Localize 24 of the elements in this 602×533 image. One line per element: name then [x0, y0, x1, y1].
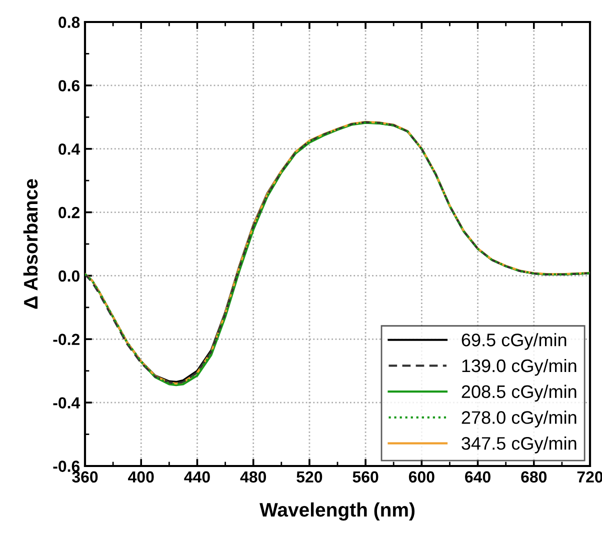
x-tick-label: 560	[352, 471, 378, 483]
x-tick-label: 400	[128, 471, 154, 483]
x-tick-label: 680	[521, 471, 547, 483]
x-axis-title: Wavelength (nm)	[260, 502, 414, 521]
legend-label: 278.0 cGy/min	[462, 410, 576, 428]
y-tick-label: -0.4	[53, 397, 80, 409]
x-tick-label: 360	[72, 471, 98, 483]
legend-label: 347.5 cGy/min	[462, 436, 576, 454]
y-tick-label: 0.4	[58, 143, 80, 155]
y-tick-label: -0.2	[53, 334, 80, 346]
x-tick-label: 600	[408, 471, 434, 483]
x-tick-label: 440	[184, 471, 210, 483]
y-tick-label: 0.2	[58, 206, 80, 218]
legend-label: 139.0 cGy/min	[462, 358, 576, 376]
x-tick-label: 520	[296, 471, 322, 483]
y-tick-label: 0.0	[58, 270, 80, 282]
y-tick-label: 0.6	[58, 80, 80, 92]
y-tick-label: 0.8	[58, 16, 80, 28]
x-tick-label: 640	[465, 471, 490, 483]
legend-label: 208.5 cGy/min	[462, 384, 576, 402]
x-tick-label: 480	[240, 471, 266, 483]
y-tick-label: -0.6	[53, 460, 80, 472]
y-axis-title: Δ Absorbance	[23, 179, 38, 309]
legend-label: 69.5 cGy/min	[462, 333, 566, 350]
